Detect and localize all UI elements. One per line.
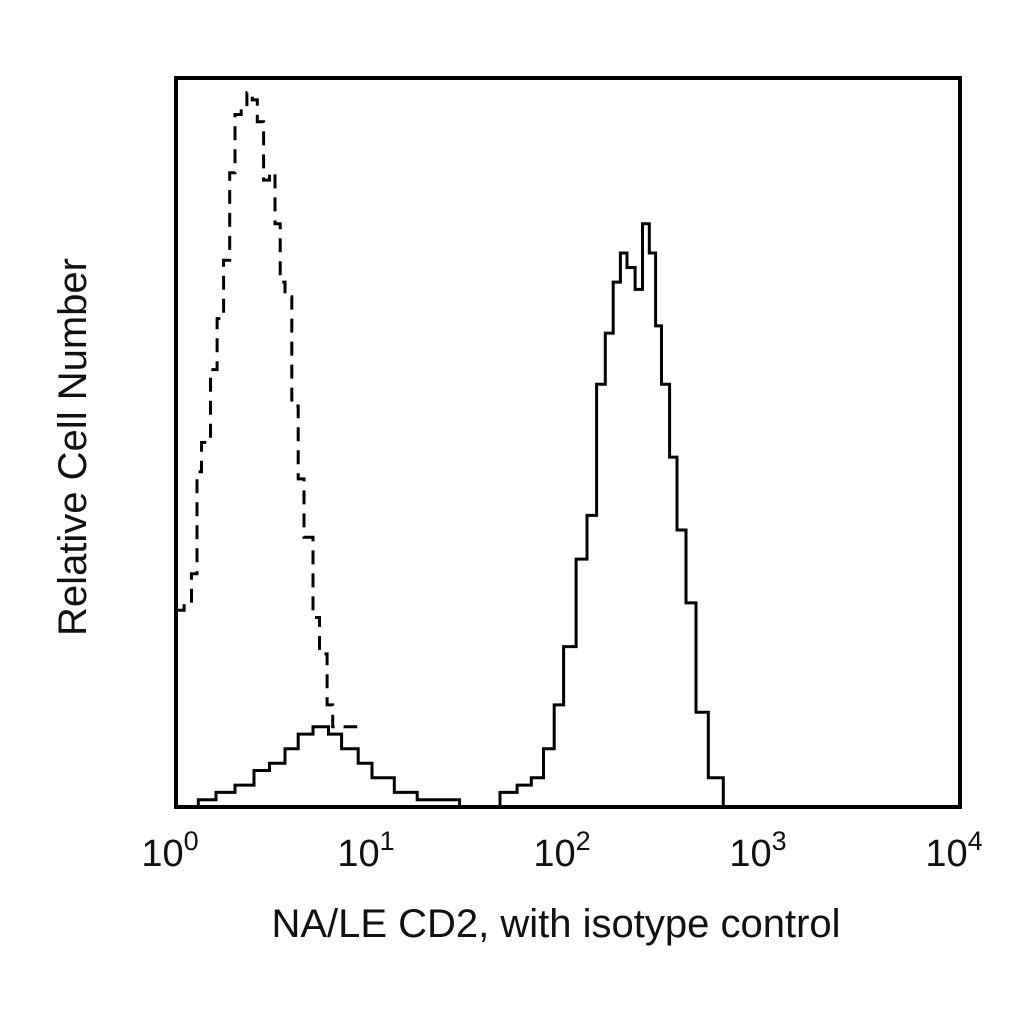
cd2-series-line: [176, 222, 960, 809]
series-layer: [176, 91, 960, 809]
x-tick-label: 101: [337, 826, 394, 875]
x-axis-title: NA/LE CD2, with isotype control: [271, 902, 840, 946]
x-tick-label: 102: [533, 826, 590, 875]
x-tick-label: 103: [729, 826, 786, 875]
x-tick-label: 104: [925, 826, 982, 875]
y-axis-title: Relative Cell Number: [51, 258, 95, 636]
plot-frame: [174, 76, 962, 809]
x-tick-label: 100: [141, 826, 198, 875]
isotype-control-series-line: [176, 91, 358, 729]
x-tick-layer: 100 101 102 103 104: [141, 826, 982, 875]
